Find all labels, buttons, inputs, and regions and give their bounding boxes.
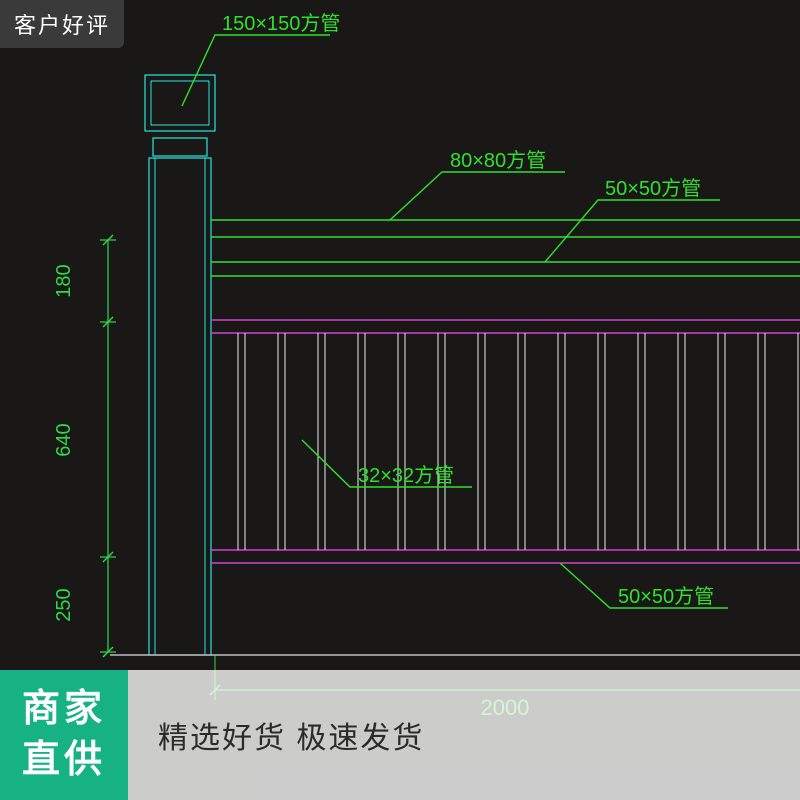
label-cap: 150×150方管 (222, 12, 340, 35)
footer-left-badge: 商家 直供 (0, 670, 128, 800)
post-body (149, 158, 211, 655)
post-cap-inner (151, 81, 209, 125)
post-cap (145, 75, 215, 131)
dim-v-label-1: 640 (53, 423, 75, 456)
rating-badge-text: 客户好评 (14, 13, 110, 38)
footer-right-label: 精选好货 极速发货 (158, 713, 424, 757)
label-rail-3: 50×50方管 (618, 585, 714, 608)
footer-left-line2: 直供 (22, 735, 106, 786)
dim-v-label-0: 180 (53, 264, 75, 297)
leader-rail-0 (390, 172, 565, 220)
footer-bar: 商家 直供 精选好货 极速发货 (0, 670, 800, 800)
leader-rail-1 (545, 200, 720, 262)
footer-right-text: 精选好货 极速发货 (128, 670, 800, 800)
post-body-inner (155, 158, 205, 655)
rating-badge: 客户好评 (0, 0, 124, 48)
label-rail-0: 80×80方管 (450, 149, 546, 172)
post-neck (153, 138, 207, 156)
label-rail-1: 50×50方管 (605, 177, 701, 200)
footer-left-line1: 商家 (22, 684, 106, 735)
label-baluster: 32×32方管 (358, 464, 454, 487)
dim-v-label-2: 250 (53, 588, 75, 621)
leader-cap (182, 35, 330, 106)
